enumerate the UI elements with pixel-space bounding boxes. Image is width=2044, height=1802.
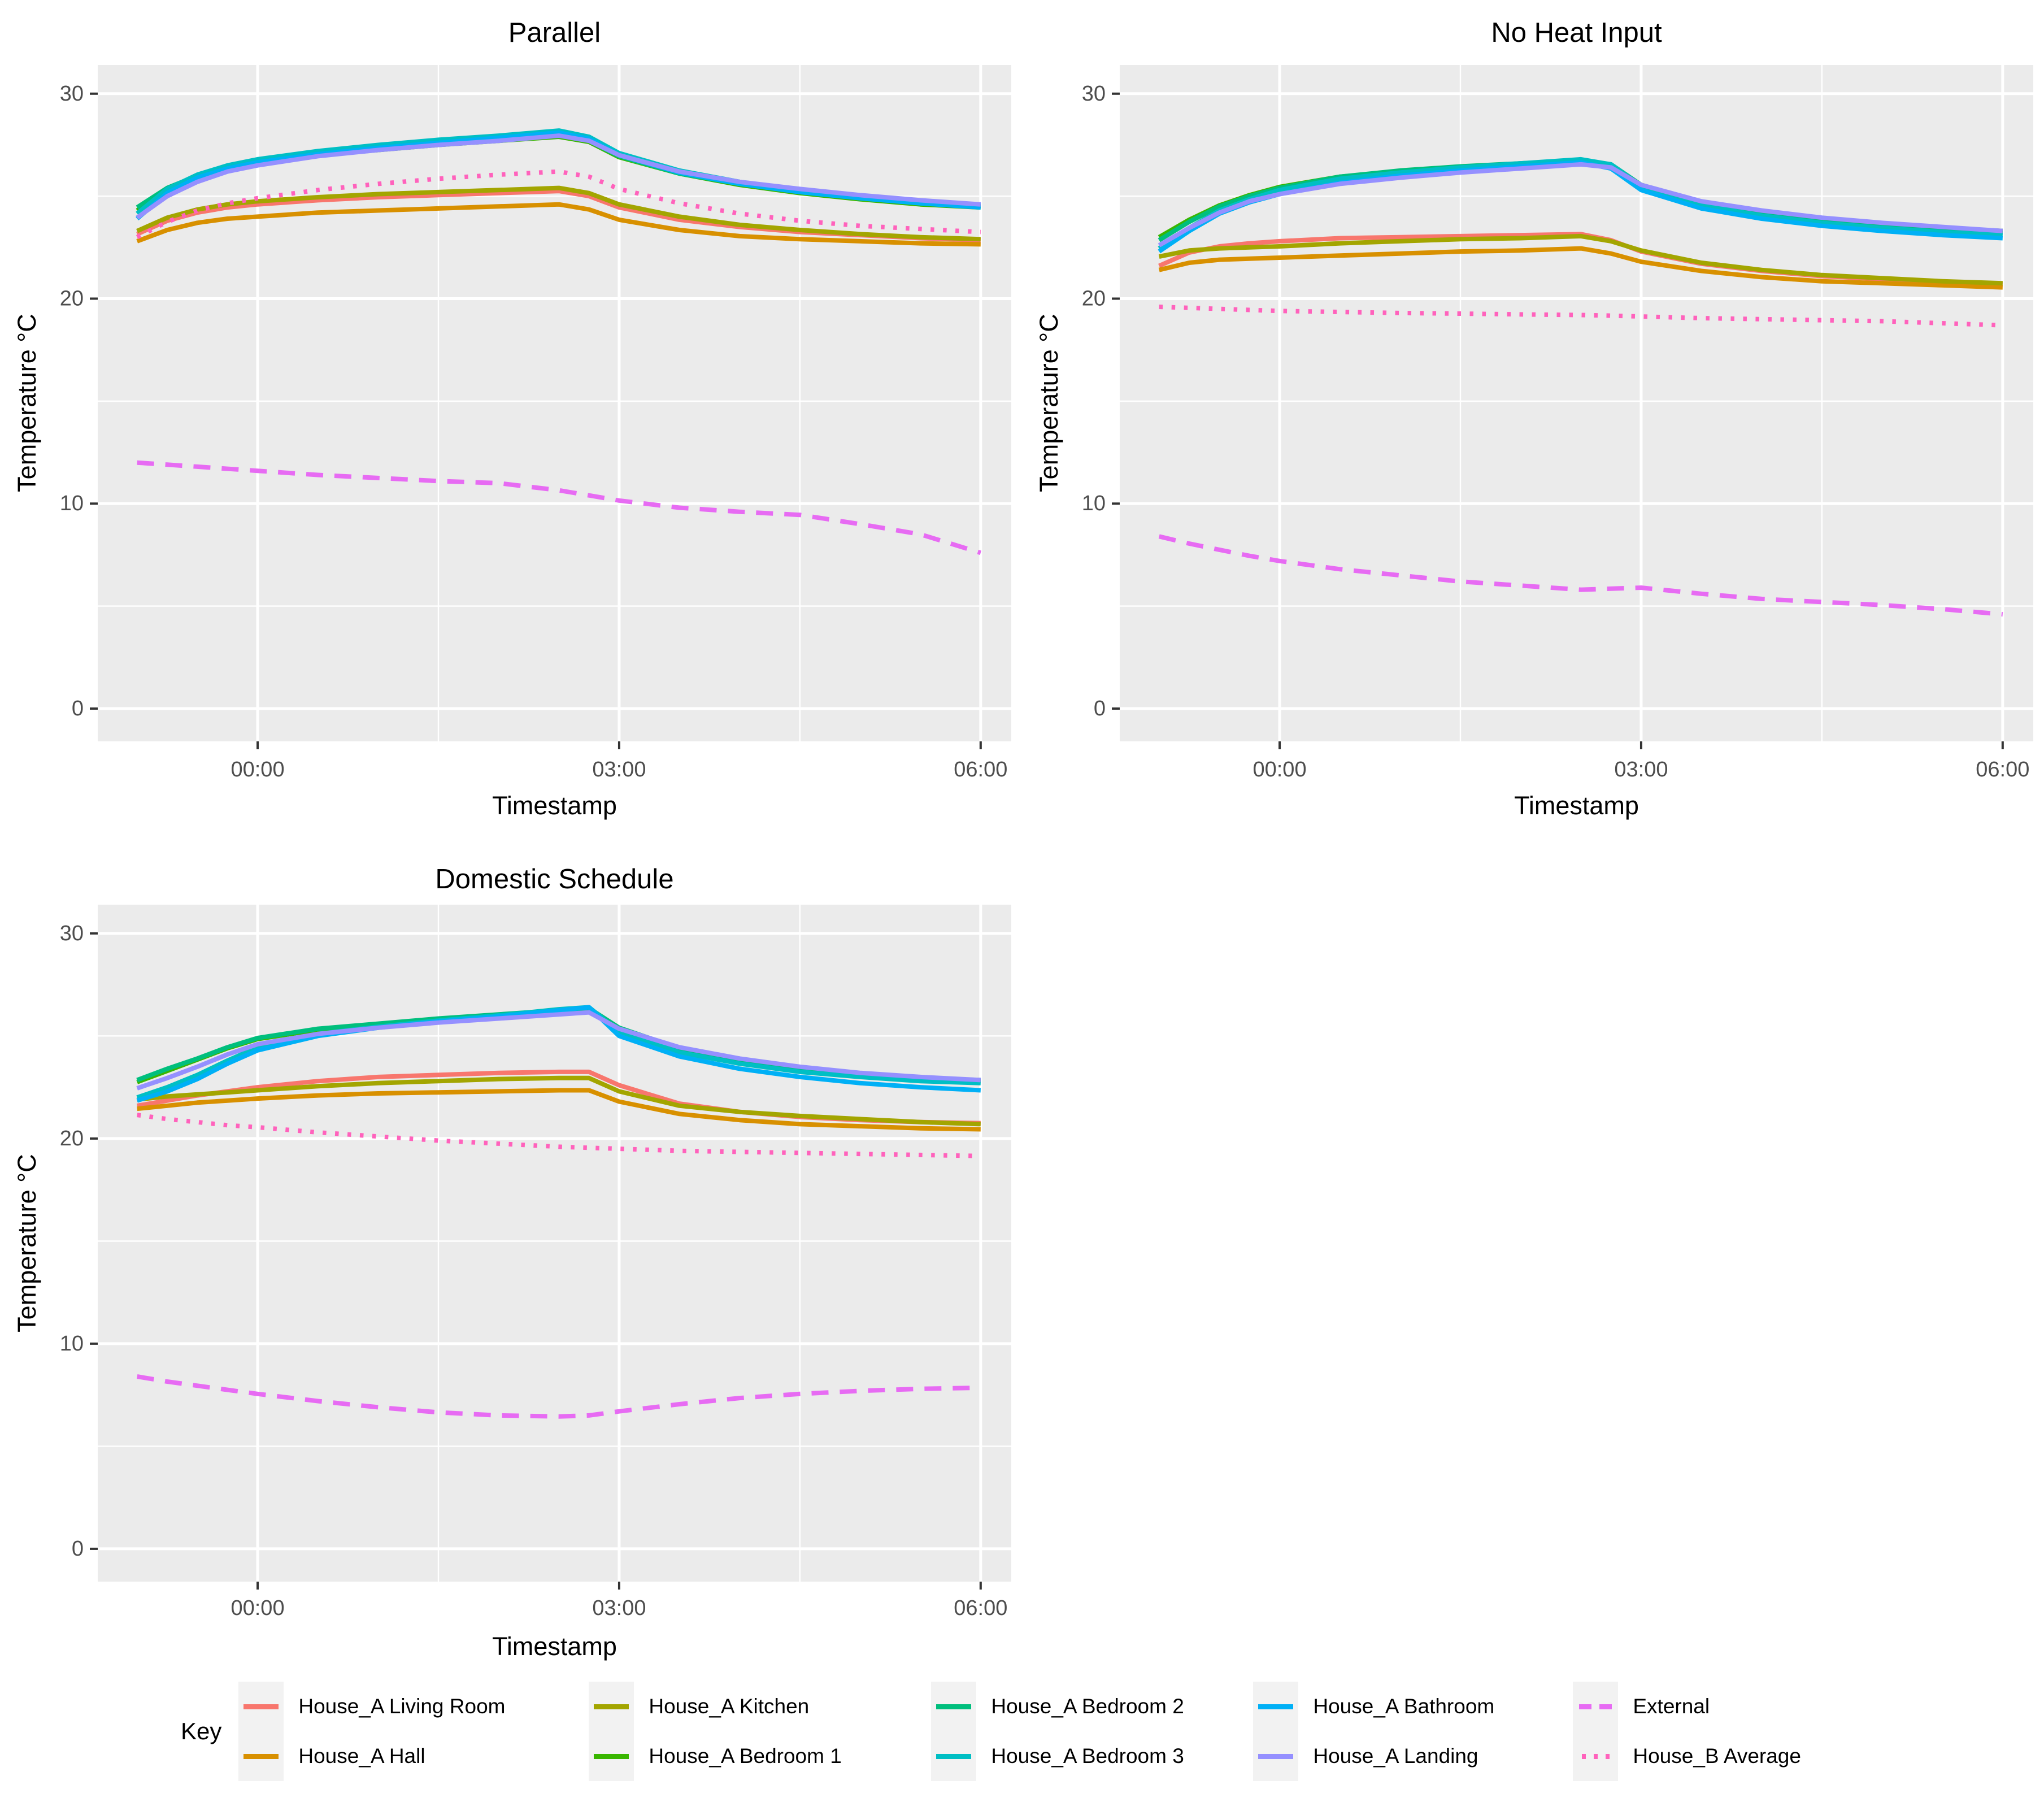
parallel-x-tick-label: 03:00 bbox=[592, 758, 646, 781]
domestic-schedule-series-kitchen bbox=[137, 1075, 981, 1127]
y-axis-title-parallel: Temperature °C bbox=[12, 314, 41, 492]
domestic-schedule-y-tick-label: 30 bbox=[60, 922, 84, 945]
plot-title-domestic-schedule: Domestic Schedule bbox=[435, 864, 674, 895]
domestic-schedule-x-tick-label: 03:00 bbox=[592, 1596, 646, 1620]
legend-entry-bedroom-2: House_A Bedroom 2 bbox=[931, 1682, 1253, 1731]
no-heat-input-panel bbox=[1120, 65, 2033, 741]
legend-label-bedroom-2: House_A Bedroom 2 bbox=[991, 1695, 1184, 1718]
legend: Key House_A Living Room House_A Hall Hou… bbox=[181, 1681, 1801, 1782]
parallel-y-tick-label: 30 bbox=[60, 82, 84, 106]
legend-entry-landing: House_A Landing bbox=[1253, 1731, 1573, 1781]
domestic-schedule-series-bathroom bbox=[136, 1005, 981, 1103]
legend-label-landing: House_A Landing bbox=[1313, 1744, 1478, 1768]
domestic-schedule-x-tick-label: 06:00 bbox=[954, 1596, 1007, 1620]
no-heat-input-y-tick-label: 10 bbox=[1082, 492, 1106, 515]
no-heat-input-series-hall bbox=[1158, 246, 2003, 290]
legend-entry-bathroom: House_A Bathroom bbox=[1253, 1682, 1573, 1731]
parallel-panel bbox=[98, 65, 1011, 741]
legend-title: Key bbox=[181, 1718, 222, 1744]
no-heat-input-y-tick-label: 0 bbox=[1094, 697, 1106, 720]
legend-entry-living-room: House_A Living Room bbox=[238, 1682, 589, 1731]
legend-label-kitchen: House_A Kitchen bbox=[649, 1695, 810, 1718]
legend-key-bathroom-line bbox=[1253, 1682, 1299, 1731]
parallel-y-tick-label: 0 bbox=[72, 697, 84, 720]
y-axis-title-domestic-schedule: Temperature °C bbox=[12, 1154, 41, 1332]
plot-title-parallel: Parallel bbox=[508, 18, 601, 48]
legend-key-kitchen-line bbox=[589, 1682, 634, 1731]
parallel-series-landing bbox=[136, 133, 981, 220]
no-heat-input-series-house-b-average bbox=[1159, 305, 2003, 328]
no-heat-input-x-tick-label: 03:00 bbox=[1614, 758, 1668, 781]
legend-entry-bedroom-1: House_A Bedroom 1 bbox=[589, 1731, 931, 1781]
legend-key-bedroom-3-line bbox=[931, 1731, 977, 1781]
legend-key-house-b-average-line bbox=[1573, 1731, 1619, 1781]
parallel-y-tick-label: 10 bbox=[60, 492, 84, 515]
legend-label-external: External bbox=[1633, 1695, 1710, 1718]
x-axis-title-parallel: Timestamp bbox=[492, 791, 617, 820]
parallel-series-house-b-average bbox=[136, 169, 981, 240]
domestic-schedule-series-house-b-average bbox=[137, 1113, 981, 1158]
domestic-schedule-x-tick-label: 00:00 bbox=[231, 1596, 284, 1620]
legend-entry-hall: House_A Hall bbox=[238, 1731, 589, 1781]
domestic-schedule-series-hall bbox=[137, 1088, 981, 1132]
legend-label-bedroom-1: House_A Bedroom 1 bbox=[649, 1744, 842, 1768]
no-heat-input-series-kitchen bbox=[1158, 233, 2003, 286]
domestic-schedule-y-tick-label: 10 bbox=[60, 1332, 84, 1356]
parallel-series-kitchen bbox=[136, 185, 981, 242]
legend-label-bedroom-3: House_A Bedroom 3 bbox=[991, 1744, 1184, 1768]
legend-key-bedroom-1-line bbox=[589, 1731, 634, 1781]
legend-key-living-room-line bbox=[238, 1682, 284, 1731]
no-heat-input-series-landing bbox=[1158, 162, 2003, 247]
legend-label-hall: House_A Hall bbox=[298, 1744, 425, 1768]
legend-entry-kitchen: House_A Kitchen bbox=[589, 1682, 931, 1731]
parallel-y-tick-label: 20 bbox=[60, 287, 84, 311]
no-heat-input-y-tick-label: 30 bbox=[1082, 82, 1106, 106]
y-axis-title-no-heat-input: Temperature °C bbox=[1034, 314, 1063, 492]
legend-key-bedroom-2-line bbox=[931, 1682, 977, 1731]
parallel-chart: 0 10 20 30 00:00 03:00 06:00 bbox=[60, 65, 1011, 781]
plot-title-no-heat-input: No Heat Input bbox=[1491, 18, 1662, 48]
domestic-schedule-y-tick-label: 0 bbox=[72, 1537, 84, 1561]
legend-label-house-b-average: House_B Average bbox=[1633, 1744, 1801, 1768]
domestic-schedule-panel bbox=[98, 905, 1011, 1582]
legend-key-landing-line bbox=[1253, 1731, 1299, 1781]
legend-key-external-line bbox=[1573, 1682, 1619, 1731]
domestic-schedule-series-landing bbox=[136, 1010, 981, 1091]
legend-entry-house-b-average: House_B Average bbox=[1573, 1731, 1801, 1781]
domestic-schedule-series-external bbox=[137, 1374, 981, 1419]
no-heat-input-y-tick-label: 20 bbox=[1082, 287, 1106, 311]
legend-entry-external: External bbox=[1573, 1682, 1801, 1731]
no-heat-input-series-external bbox=[1158, 534, 2003, 617]
no-heat-input-x-tick-label: 00:00 bbox=[1253, 758, 1306, 781]
parallel-series-external bbox=[137, 460, 981, 555]
domestic-schedule-chart: 0 10 20 30 00:00 03:00 06:00 bbox=[60, 905, 1011, 1620]
legend-entry-bedroom-3: House_A Bedroom 3 bbox=[931, 1731, 1253, 1781]
legend-label-living-room: House_A Living Room bbox=[298, 1695, 506, 1718]
no-heat-input-x-tick-label: 06:00 bbox=[1976, 758, 2029, 781]
parallel-series-bathroom bbox=[136, 130, 981, 221]
legend-key-hall-line bbox=[238, 1731, 284, 1781]
domestic-schedule-y-tick-label: 20 bbox=[60, 1127, 84, 1150]
x-axis-title-no-heat-input: Timestamp bbox=[1514, 791, 1639, 820]
parallel-x-tick-label: 06:00 bbox=[954, 758, 1007, 781]
parallel-series-hall bbox=[136, 202, 981, 247]
x-axis-title-domestic-schedule: Timestamp bbox=[492, 1632, 617, 1661]
no-heat-input-chart: 0 10 20 30 00:00 03:00 06:00 bbox=[1082, 65, 2033, 781]
legend-label-bathroom: House_A Bathroom bbox=[1313, 1695, 1495, 1718]
parallel-x-tick-label: 00:00 bbox=[231, 758, 284, 781]
